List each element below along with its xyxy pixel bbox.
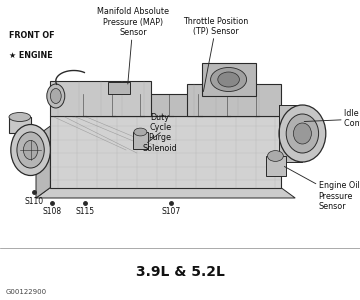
Ellipse shape bbox=[9, 112, 31, 122]
Bar bbox=[202, 63, 256, 96]
Polygon shape bbox=[187, 84, 281, 116]
Polygon shape bbox=[36, 126, 50, 198]
Ellipse shape bbox=[23, 140, 38, 160]
Text: FRONT OF: FRONT OF bbox=[9, 32, 54, 40]
Ellipse shape bbox=[17, 132, 44, 168]
Text: S108: S108 bbox=[42, 207, 62, 216]
Text: ★ ENGINE: ★ ENGINE bbox=[9, 51, 53, 60]
Ellipse shape bbox=[50, 88, 61, 104]
Ellipse shape bbox=[211, 68, 247, 92]
Bar bbox=[266, 156, 286, 176]
Ellipse shape bbox=[293, 123, 311, 144]
Text: S110: S110 bbox=[24, 196, 44, 206]
Text: Engine Oil
Pressure
Sensor: Engine Oil Pressure Sensor bbox=[284, 167, 359, 211]
Bar bbox=[108, 82, 130, 94]
Ellipse shape bbox=[279, 105, 326, 162]
Polygon shape bbox=[36, 188, 295, 198]
Bar bbox=[72, 94, 259, 116]
Text: S115: S115 bbox=[75, 207, 94, 216]
Ellipse shape bbox=[267, 151, 283, 161]
Text: Idle Air
Control Motor: Idle Air Control Motor bbox=[304, 109, 360, 128]
Text: Duty
Cycle
Purge
Solenoid: Duty Cycle Purge Solenoid bbox=[143, 112, 177, 153]
Polygon shape bbox=[61, 105, 270, 116]
Bar bbox=[133, 132, 148, 148]
Polygon shape bbox=[50, 81, 151, 116]
Bar bbox=[50, 116, 281, 188]
Bar bbox=[279, 105, 302, 162]
Text: Throttle Position
(TP) Sensor: Throttle Position (TP) Sensor bbox=[183, 16, 249, 92]
Ellipse shape bbox=[11, 124, 50, 176]
Text: S107: S107 bbox=[161, 207, 181, 216]
Ellipse shape bbox=[218, 72, 239, 87]
Text: 3.9L & 5.2L: 3.9L & 5.2L bbox=[136, 265, 224, 278]
Ellipse shape bbox=[47, 84, 65, 108]
Text: Manifold Absolute
Pressure (MAP)
Sensor: Manifold Absolute Pressure (MAP) Sensor bbox=[97, 8, 169, 84]
Ellipse shape bbox=[134, 128, 147, 136]
Text: G00122900: G00122900 bbox=[5, 289, 46, 295]
Bar bbox=[9, 117, 31, 134]
Ellipse shape bbox=[286, 114, 319, 153]
